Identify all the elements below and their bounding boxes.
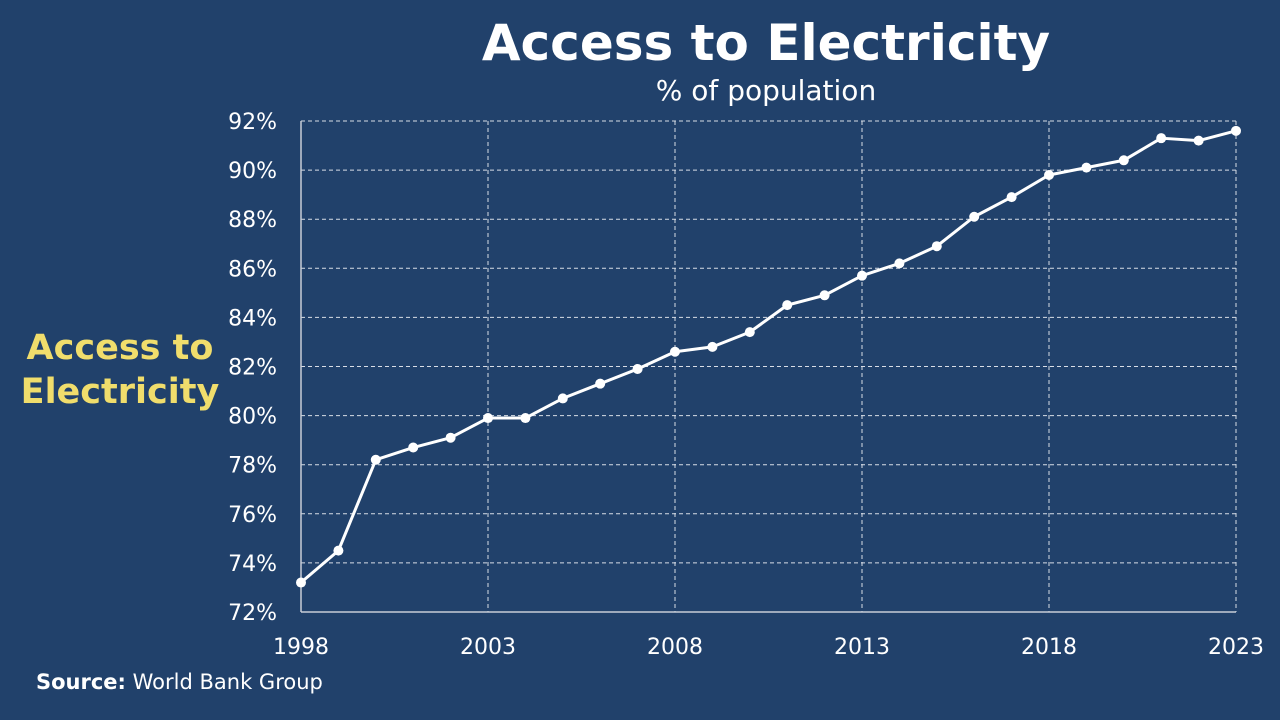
- x-tick-label: 2013: [834, 635, 890, 660]
- data-point: [819, 290, 830, 301]
- y-tick-label: 76%: [228, 503, 277, 528]
- x-tick-label: 2003: [460, 635, 516, 660]
- source-text: World Bank Group: [132, 670, 323, 694]
- data-point: [857, 270, 867, 281]
- data-point: [1081, 162, 1092, 173]
- data-point: [1118, 155, 1129, 166]
- chart-subtitle: % of population: [655, 74, 877, 107]
- y-tick-label: 84%: [228, 306, 277, 331]
- data-point: [370, 454, 381, 465]
- data-point: [632, 363, 643, 374]
- y-tick-label: 86%: [228, 257, 277, 282]
- data-point: [707, 341, 718, 352]
- y-tick-label: 78%: [228, 454, 277, 479]
- y-tick-label: 92%: [228, 110, 277, 135]
- data-point: [333, 545, 344, 556]
- x-tick-label: 2023: [1208, 635, 1264, 660]
- source-note: Source: World Bank Group: [36, 670, 323, 694]
- data-point: [445, 432, 456, 443]
- data-point: [520, 413, 531, 424]
- data-point: [296, 577, 306, 588]
- x-tick-label: 2018: [1021, 635, 1077, 660]
- data-point: [670, 346, 680, 357]
- data-point: [557, 393, 568, 404]
- data-point: [1044, 170, 1054, 181]
- y-tick-label: 72%: [228, 601, 277, 626]
- data-point: [894, 258, 905, 269]
- data-point: [1193, 135, 1204, 146]
- data-point: [1231, 125, 1241, 136]
- series-line: [300, 129, 1237, 584]
- y-tick-label: 88%: [228, 208, 277, 233]
- y-tick-label: 74%: [228, 552, 277, 577]
- y-tick-label: 82%: [228, 356, 277, 381]
- x-tick-label: 1998: [273, 635, 329, 660]
- data-point: [969, 211, 980, 222]
- data-point: [483, 413, 493, 424]
- y-axis-label: Access to Electricity: [20, 328, 220, 412]
- data-point: [931, 241, 942, 252]
- source-label: Source:: [36, 670, 126, 694]
- data-point: [782, 300, 793, 311]
- y-tick-label: 90%: [228, 159, 277, 184]
- data-point: [408, 442, 419, 453]
- y-tick-label: 80%: [228, 405, 277, 430]
- x-tick-label: 2008: [647, 635, 703, 660]
- data-point: [744, 327, 755, 338]
- chart-title: Access to Electricity: [481, 14, 1051, 72]
- data-point: [1156, 133, 1167, 144]
- data-point: [595, 378, 606, 389]
- data-point: [1006, 192, 1017, 203]
